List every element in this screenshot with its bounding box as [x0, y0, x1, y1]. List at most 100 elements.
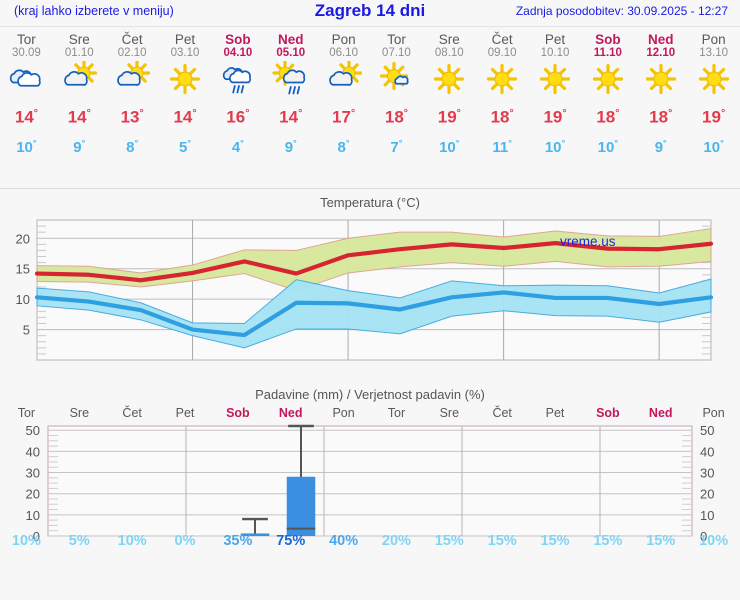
- sunny-icon: [634, 60, 687, 100]
- min-temperature-value: 8: [337, 138, 346, 156]
- watermark: vreme.us: [560, 234, 616, 249]
- day-of-week-label: Pet: [174, 32, 196, 47]
- svg-text:10: 10: [26, 508, 40, 523]
- precipitation-probability: 5%: [68, 532, 90, 549]
- sunny-small-cloud-icon: [370, 60, 423, 100]
- partly-sunny-icon: [317, 60, 370, 100]
- min-temperature-value: 7: [390, 138, 399, 156]
- min-temperature: 10°: [687, 131, 740, 160]
- day-of-week-label: Tor: [387, 32, 406, 47]
- degree-symbol: °: [245, 107, 250, 119]
- max-temperature-value: 19: [543, 107, 563, 127]
- precipitation-bar: [240, 533, 270, 536]
- degree-symbol: °: [134, 137, 139, 148]
- sunny-icon: [687, 60, 740, 100]
- sunny-icon: [423, 60, 476, 100]
- degree-symbol: °: [668, 107, 673, 119]
- svg-text:50: 50: [26, 423, 40, 438]
- min-temperature-value: 9: [654, 138, 664, 156]
- day-column: Sre 08.10 19° 10°: [423, 27, 476, 160]
- min-temperature-value: 11: [492, 138, 509, 156]
- max-temperature-value: 14: [14, 107, 34, 127]
- min-temperature: 5°: [159, 131, 212, 160]
- day-of-week-label: Ned: [277, 32, 304, 47]
- day-of-week-label: Čet: [491, 32, 513, 47]
- min-temperature-value: 5: [178, 138, 188, 156]
- day-date-label: 13.10: [699, 47, 728, 59]
- day-column: Pet 10.10 19° 10°: [529, 27, 582, 160]
- max-temperature-value: 13: [120, 107, 140, 127]
- degree-symbol: °: [192, 107, 197, 119]
- degree-symbol: °: [81, 137, 86, 148]
- degree-symbol: °: [293, 137, 297, 148]
- degree-symbol: °: [663, 137, 667, 148]
- day-of-week-label: Pon: [701, 32, 726, 47]
- precipitation-probability: 0%: [174, 532, 196, 549]
- min-temperature-value: 8: [126, 138, 135, 156]
- max-temperature: 19°: [687, 100, 740, 131]
- precipitation-chart-svg: 0 0 10 10 20 20 30 30 40 40 50 50: [26, 423, 715, 544]
- day-date-label: 06.10: [329, 47, 358, 59]
- precipitation-probability: 15%: [487, 532, 517, 549]
- min-temperature: 11°: [476, 131, 529, 160]
- degree-symbol: °: [615, 107, 620, 119]
- max-temperature: 14°: [53, 100, 106, 131]
- degree-symbol: °: [345, 137, 350, 148]
- precipitation-day-labels: Tor Sre Čet Pet Sob Ned Pon Tor Sre Čet Pet Sob Ned P…: [0, 406, 740, 420]
- min-temperature: 7°: [370, 131, 423, 160]
- max-temperature-value: 14: [173, 107, 193, 127]
- last-update-text: Zadnja posodobitev: 30.09.2025 - 12:27: [515, 4, 728, 18]
- precipitation-day-label: Čet: [122, 405, 142, 420]
- svg-text:30: 30: [700, 465, 714, 480]
- precipitation-day-label: Pon: [332, 405, 355, 420]
- max-temperature: 19°: [529, 100, 582, 131]
- day-date-label: 05.10: [276, 47, 306, 59]
- min-temperature-value: 10: [544, 138, 562, 156]
- max-temperature: 19°: [423, 100, 476, 131]
- max-temperature: 18°: [581, 100, 634, 131]
- precipitation-probability: 15%: [646, 532, 676, 549]
- precipitation-day-label: Sob: [596, 405, 620, 420]
- precipitation-day-label: Tor: [387, 405, 406, 420]
- day-date-label: 09.10: [487, 47, 517, 59]
- page-header: (kraj lahko izberete v meniju) Zagreb 14…: [0, 0, 740, 26]
- daily-forecast-grid: Tor 30.09 14° 10° Sre 01.10 14° 9° Čet 02.10 13° 8°…: [0, 27, 740, 160]
- day-column: Ned 12.10 18° 9°: [634, 27, 687, 160]
- min-temperature-value: 9: [73, 138, 82, 156]
- partly-sunny-icon: [53, 60, 106, 100]
- precipitation-probability: 20%: [381, 532, 411, 549]
- day-of-week-label: Sob: [595, 32, 621, 47]
- location-menu-note: (kraj lahko izberete v meniju): [14, 4, 174, 18]
- sunny-icon: [159, 60, 212, 100]
- day-date-label: 11.10: [593, 47, 622, 59]
- day-of-week-label: Čet: [121, 32, 143, 47]
- precipitation-bar: [286, 476, 316, 536]
- min-temperature-value: 10: [703, 138, 721, 156]
- max-temperature-value: 19: [437, 107, 457, 127]
- degree-symbol: °: [614, 137, 619, 148]
- precipitation-probability: 10%: [11, 532, 41, 549]
- min-temperature-value: 10: [597, 138, 615, 156]
- precipitation-day-label: Tor: [17, 405, 36, 420]
- degree-symbol: °: [403, 107, 409, 119]
- sun-rain-icon: [264, 60, 317, 100]
- svg-text:5: 5: [23, 322, 30, 337]
- day-date-label: 02.10: [117, 47, 147, 59]
- min-temperature: 9°: [53, 131, 106, 160]
- day-date-label: 10.10: [540, 47, 570, 59]
- max-temperature: 18°: [476, 100, 529, 131]
- svg-text:20: 20: [16, 231, 30, 246]
- day-date-label: 03.10: [170, 47, 200, 59]
- min-temperature: 8°: [317, 131, 370, 160]
- day-date-label: 08.10: [434, 47, 464, 59]
- svg-text:20: 20: [26, 486, 40, 501]
- degree-symbol: °: [562, 107, 567, 119]
- degree-symbol: °: [720, 137, 724, 148]
- max-temperature: 14°: [264, 100, 317, 131]
- degree-symbol: °: [240, 137, 244, 148]
- precipitation-probability: 40%: [329, 532, 359, 549]
- cloudy-icon: [0, 60, 53, 100]
- precipitation-probability: 75%: [276, 532, 306, 549]
- max-temperature: 13°: [106, 100, 159, 131]
